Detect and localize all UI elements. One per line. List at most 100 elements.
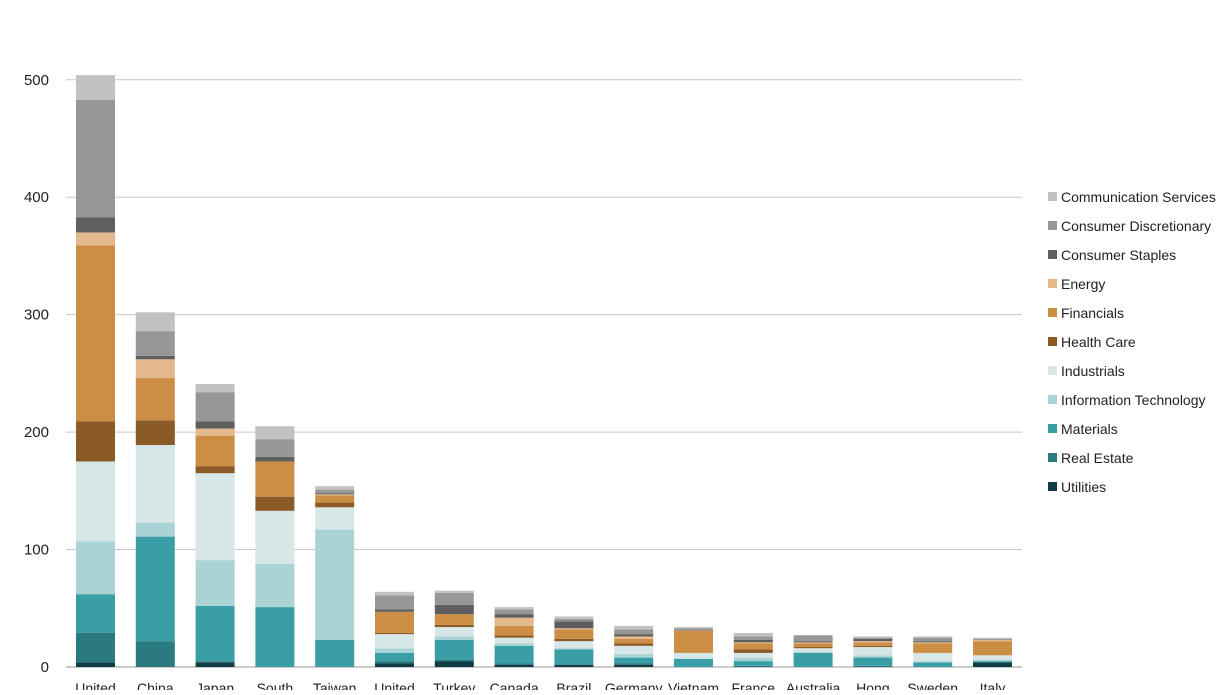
x-tick-label: France [732, 680, 776, 690]
bar-segment [195, 392, 235, 422]
legend-swatch [1048, 395, 1057, 404]
bar-segment [793, 648, 833, 652]
bar-segment [793, 641, 833, 643]
y-axis-tick-labels: 0 100 200 300 400 500 [24, 72, 49, 676]
bar-segment [76, 461, 115, 542]
bar-segment [554, 628, 594, 630]
x-tick-label: Vietnam [668, 680, 719, 690]
y-tick-label: 300 [24, 307, 49, 324]
legend-swatch [1048, 453, 1057, 462]
bar-segment [913, 643, 953, 653]
bar-segment [375, 663, 414, 667]
x-tick-label: United [374, 680, 414, 690]
bar-segment [315, 502, 355, 508]
legend-swatch [1048, 250, 1057, 259]
bar-segment [554, 649, 594, 665]
bar-segment [434, 614, 474, 625]
bar-segment [315, 495, 355, 503]
legend-item: Consumer Staples [1048, 240, 1216, 269]
bar-stack [255, 426, 295, 667]
x-tick-label: South [257, 680, 294, 690]
bar-segment [135, 420, 175, 446]
bar-segment [554, 616, 594, 619]
bar-segment [614, 654, 654, 658]
bar-stack [434, 590, 474, 667]
bar-segment [973, 639, 1012, 642]
bar-segment [913, 652, 953, 662]
legend-swatch [1048, 192, 1057, 201]
x-tick-label: United [75, 680, 115, 690]
x-axis-tick-labels: United China Japan South Taiwan United Turkey C… [75, 680, 1005, 695]
bar-segment [76, 594, 115, 633]
bar-segment [195, 466, 235, 474]
bar-segment [135, 522, 175, 537]
bar-segment [614, 643, 654, 646]
bar-segment [853, 636, 893, 638]
bar-segment [195, 560, 235, 606]
bar-segment [434, 636, 474, 640]
bar-segment [255, 461, 295, 497]
bar-segment [135, 312, 175, 332]
bar-segment [315, 493, 355, 495]
bar-stack [375, 591, 414, 667]
bar-segment [494, 625, 534, 636]
bar-stack [494, 607, 534, 667]
bar-segment [793, 651, 833, 653]
bar-segment [494, 637, 534, 644]
bar-segment [733, 652, 773, 658]
bar-segment [434, 659, 474, 662]
bar-segment [853, 642, 893, 646]
legend-swatch [1048, 366, 1057, 375]
legend-item: Real Estate [1048, 443, 1216, 472]
bar-segment [434, 604, 474, 615]
bar-segment [76, 632, 115, 663]
bar-segment [913, 642, 953, 644]
bar-segment [494, 663, 534, 665]
bar-segment [255, 439, 295, 457]
bar-segment [195, 605, 235, 662]
bar-segment [614, 657, 654, 664]
x-tick-label: Canada [490, 680, 539, 690]
bar-segment [195, 662, 235, 667]
bar-segment [76, 75, 115, 100]
bar-segment [853, 638, 893, 642]
bar-segment [135, 378, 175, 421]
bar-segment [853, 637, 893, 639]
bar-segment [973, 641, 1012, 656]
bar-segment [614, 625, 654, 630]
bar-segment [793, 643, 833, 648]
bar-segment [434, 590, 474, 594]
legend-item: Health Care [1048, 327, 1216, 356]
bar-segment [195, 428, 235, 436]
bar-segment [913, 662, 953, 667]
legend-item: Financials [1048, 298, 1216, 327]
bar-segment [315, 486, 355, 490]
bar-stack [973, 637, 1012, 667]
legend-item: Consumer Discretionary [1048, 211, 1216, 240]
bar-segment [733, 632, 773, 637]
bar-segment [733, 639, 773, 643]
bar-segment [674, 630, 713, 653]
bar-segment [434, 661, 474, 667]
bar-segment [76, 217, 115, 233]
bar-segment [76, 99, 115, 218]
legend-label: Health Care [1061, 333, 1136, 350]
y-tick-label: 200 [24, 424, 49, 441]
bar-segment [255, 607, 295, 667]
bar-segment [494, 664, 534, 667]
bar-segment [733, 657, 773, 662]
bar-stack [913, 636, 953, 667]
bar-segment [733, 643, 773, 650]
bar-segment [135, 359, 175, 379]
bar-segment [434, 593, 474, 605]
legend-label: Consumer Staples [1061, 246, 1177, 263]
bar-segment [853, 665, 893, 667]
bar-segment [913, 637, 953, 642]
bar-segment [434, 639, 474, 660]
bar-segment [255, 563, 295, 608]
bar-segment [853, 647, 893, 656]
legend-label: Financials [1061, 304, 1125, 321]
bar-segment [614, 638, 654, 644]
bar-segment [554, 618, 594, 622]
